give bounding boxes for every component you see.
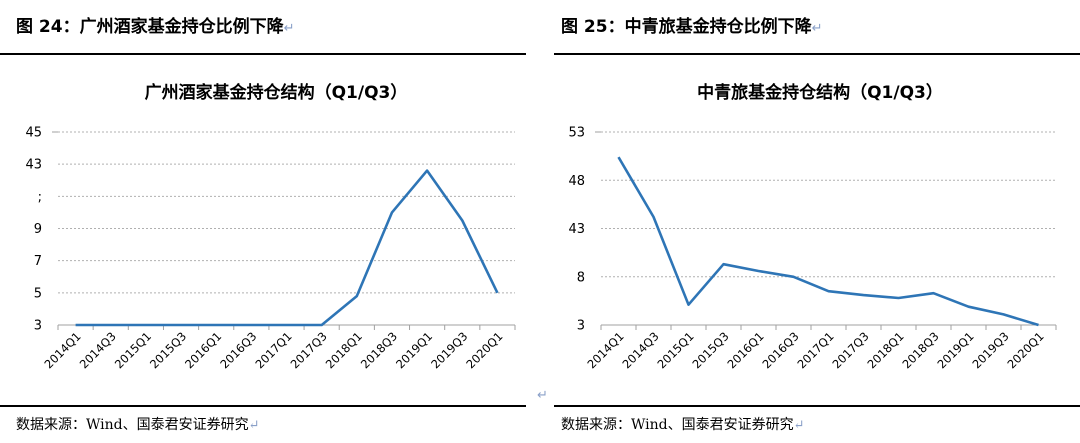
x-tick-label: 2014Q1 [42,329,84,371]
figure-rule-bottom-right [554,405,1080,407]
x-tick-label: 2015Q3 [689,329,731,371]
x-tick-label: 2018Q3 [899,329,941,371]
source-left: 数据来源：Wind、国泰君安证券研究↵ [16,414,260,434]
y-tick-label: 43 [25,158,42,173]
figure-rule-bottom-left [0,405,526,407]
x-tick-label: 2016Q3 [217,329,259,371]
source-text: 数据来源：Wind、国泰君安证券研究 [16,417,249,433]
chart-title-right: 中青旅基金持仓结构（Q1/Q3） [697,83,943,103]
x-tick-label: 2017Q3 [288,329,330,371]
figure-title-text: 图 25：中青旅基金持仓比例下降 [561,17,812,37]
figure-title-right: 图 25：中青旅基金持仓比例下降↵ [561,12,822,37]
x-tick-label: 2014Q3 [619,329,661,371]
x-tick-label: 2019Q1 [934,329,976,371]
y-tick-label: 8 [577,270,585,285]
x-tick-label: 2019Q1 [393,329,435,371]
x-tick-label: 2018Q1 [864,329,906,371]
y-tick-label: 53 [568,126,585,141]
return-mark-icon: ↵ [283,21,295,36]
figure-rule-top-right [554,53,1080,55]
figure-title-left: 图 24：广州酒家基金持仓比例下降↵ [16,12,294,37]
x-tick-label: 2016Q3 [759,329,801,371]
x-tick-label: 2020Q1 [463,329,505,371]
y-tick-label: 9 [34,222,42,237]
y-tick-label: 43 [568,222,585,237]
chart-left: 3579;43452014Q12014Q32015Q12015Q32016Q12… [25,126,516,371]
x-tick-label: 2019Q3 [428,329,470,371]
source-right: 数据来源：Wind、国泰君安证券研究↵ [561,414,805,434]
figure-title-text: 图 24：广州酒家基金持仓比例下降 [16,17,284,37]
x-tick-label: 2018Q1 [323,329,365,371]
series-line [75,169,499,327]
figure-rule-top-left [0,53,526,55]
y-tick-label: 5 [34,286,42,301]
y-tick-label: 7 [34,254,42,269]
y-tick-label: ; [38,190,42,205]
x-tick-label: 2020Q1 [1004,329,1046,371]
x-tick-label: 2014Q3 [77,329,119,371]
x-tick-label: 2017Q1 [794,329,836,371]
chart-right: 384348532014Q12014Q32015Q12015Q32016Q120… [568,126,1057,371]
y-tick-label: 3 [577,319,585,334]
y-tick-label: 45 [25,126,42,141]
x-tick-label: 2015Q3 [147,329,189,371]
return-mark-icon: ↵ [793,418,805,433]
return-mark-icon: ↵ [811,21,823,36]
x-tick-label: 2015Q1 [654,329,696,371]
y-tick-label: 48 [568,174,585,189]
source-text: 数据来源：Wind、国泰君安证券研究 [561,417,794,433]
x-tick-label: 2015Q1 [112,329,154,371]
x-tick-label: 2018Q3 [358,329,400,371]
x-tick-label: 2017Q1 [252,329,294,371]
chart-title-left: 广州酒家基金持仓结构（Q1/Q3） [144,83,408,103]
series-line [617,156,1039,327]
x-tick-label: 2014Q1 [584,329,626,371]
x-tick-label: 2019Q3 [969,329,1011,371]
x-tick-label: 2017Q3 [829,329,871,371]
return-mark-icon: ↵ [537,388,548,403]
x-tick-label: 2016Q1 [724,329,766,371]
return-mark-icon: ↵ [248,418,260,433]
y-tick-label: 3 [34,319,42,334]
x-tick-label: 2016Q1 [182,329,224,371]
